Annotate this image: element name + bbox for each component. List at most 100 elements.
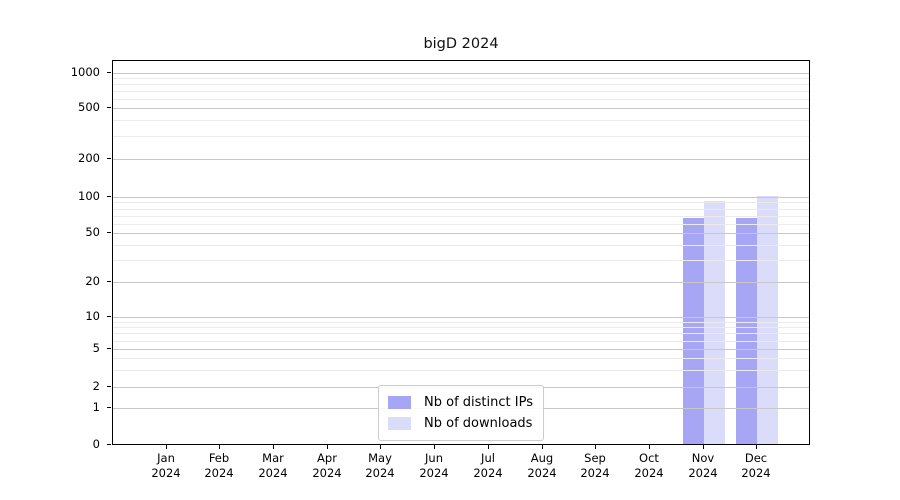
major-gridline [113, 197, 809, 198]
x-tick-label-oct: Oct 2024 [617, 451, 681, 481]
x-tick-label-line: 2024 [151, 466, 181, 480]
minor-gridline [113, 358, 809, 359]
x-tick-label-line: 2024 [312, 466, 342, 480]
x-tick-label-aug: Aug 2024 [510, 451, 574, 481]
bar-distinct-ips-dec [736, 218, 757, 444]
minor-gridline [113, 322, 809, 323]
x-tick-label-line: 2024 [527, 466, 557, 480]
y-tick-mark [107, 232, 111, 233]
y-tick-mark [107, 281, 111, 282]
x-tick-label-may: May 2024 [348, 451, 412, 481]
minor-gridline [113, 136, 809, 137]
x-tick-label-nov: Nov 2024 [671, 451, 735, 481]
x-tick-label-line: 2024 [688, 466, 718, 480]
legend-item-downloads: Nb of downloads [388, 413, 533, 434]
minor-gridline [113, 260, 809, 261]
major-gridline [113, 233, 809, 234]
y-tick-mark [107, 407, 111, 408]
minor-gridline [113, 341, 809, 342]
minor-gridline [113, 99, 809, 100]
y-tick-mark [107, 107, 111, 108]
y-tick-label: 10 [85, 309, 100, 323]
legend-item-distinct-ips: Nb of distinct IPs [388, 392, 533, 413]
y-tick-label: 500 [78, 100, 100, 114]
major-gridline [113, 108, 809, 109]
major-gridline [113, 349, 809, 350]
minor-gridline [113, 91, 809, 92]
x-tick-label-line: Apr [317, 451, 337, 465]
x-tick-label-line: Jun [425, 451, 443, 465]
x-tick-label-line: Mar [262, 451, 284, 465]
x-tick-mark [649, 445, 650, 449]
x-tick-mark [219, 445, 220, 449]
y-tick-label: 1000 [70, 65, 100, 79]
y-tick-mark [107, 316, 111, 317]
x-tick-label-dec: Dec 2024 [724, 451, 788, 481]
major-gridline [113, 159, 809, 160]
minor-gridline [113, 209, 809, 210]
x-tick-label-jan: Jan 2024 [134, 451, 198, 481]
minor-gridline [113, 333, 809, 334]
minor-gridline [113, 370, 809, 371]
x-tick-label-line: Nov [691, 451, 715, 465]
y-tick-mark [107, 158, 111, 159]
chart-title: bigD 2024 [423, 36, 499, 52]
x-tick-mark [488, 445, 489, 449]
x-tick-label-line: Feb [208, 451, 230, 465]
x-tick-mark [595, 445, 596, 449]
x-tick-mark [166, 445, 167, 449]
minor-gridline [113, 327, 809, 328]
x-tick-label-line: May [368, 451, 392, 465]
y-tick-label: 0 [92, 437, 100, 451]
x-tick-label-line: 2024 [419, 466, 449, 480]
x-tick-mark [434, 445, 435, 449]
minor-gridline [113, 216, 809, 217]
x-tick-label-line: Jan [157, 451, 175, 465]
minor-gridline [113, 84, 809, 85]
plot-area: Nb of distinct IPs Nb of downloads [112, 60, 810, 445]
y-tick-mark [107, 444, 111, 445]
legend-swatch-icon [388, 396, 412, 409]
minor-gridline [113, 120, 809, 121]
x-tick-label-line: 2024 [741, 466, 771, 480]
x-tick-label-mar: Mar 2024 [241, 451, 305, 481]
legend-label: Nb of distinct IPs [424, 395, 533, 410]
x-tick-label-line: Aug [530, 451, 554, 465]
y-tick-mark [107, 72, 111, 73]
y-tick-mark [107, 196, 111, 197]
minor-gridline [113, 224, 809, 225]
x-tick-label-line: 2024 [634, 466, 664, 480]
minor-gridline [113, 202, 809, 203]
x-tick-label-line: Sep [584, 451, 606, 465]
y-tick-mark [107, 348, 111, 349]
legend: Nb of distinct IPs Nb of downloads [378, 385, 544, 441]
x-tick-mark [273, 445, 274, 449]
x-tick-label-apr: Apr 2024 [295, 451, 359, 481]
y-tick-label: 5 [92, 341, 100, 355]
x-tick-label-line: 2024 [204, 466, 234, 480]
y-tick-label: 200 [78, 151, 100, 165]
major-gridline [113, 73, 809, 74]
x-tick-label-line: Oct [639, 451, 659, 465]
y-tick-label: 20 [85, 274, 100, 288]
legend-swatch-icon [388, 417, 412, 430]
x-tick-label-line: 2024 [473, 466, 503, 480]
minor-gridline [113, 78, 809, 79]
x-tick-label-line: Dec [744, 451, 768, 465]
x-tick-label-jun: Jun 2024 [402, 451, 466, 481]
x-tick-mark [703, 445, 704, 449]
x-tick-mark [380, 445, 381, 449]
y-tick-label: 50 [85, 225, 100, 239]
major-gridline [113, 282, 809, 283]
x-tick-label-sep: Sep 2024 [563, 451, 627, 481]
x-tick-mark [327, 445, 328, 449]
x-tick-label-line: 2024 [580, 466, 610, 480]
bar-distinct-ips-nov [683, 218, 704, 444]
major-gridline [113, 317, 809, 318]
y-tick-label: 2 [92, 379, 100, 393]
x-tick-label-feb: Feb 2024 [187, 451, 251, 481]
x-tick-label-jul: Jul 2024 [456, 451, 520, 481]
legend-label: Nb of downloads [424, 416, 533, 431]
minor-gridline [113, 245, 809, 246]
